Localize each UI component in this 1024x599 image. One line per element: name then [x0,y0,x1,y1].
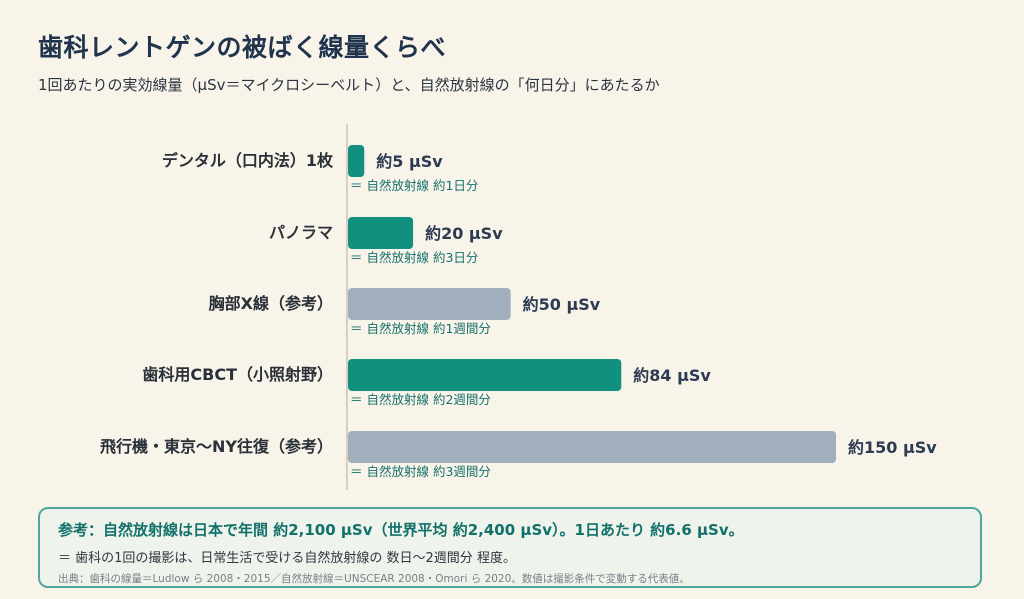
category-label: パノラマ [269,223,333,242]
value-label: 約20 µSv [425,224,503,243]
equivalence-note: ＝ 自然放射線 約2週間分 [350,392,491,407]
bar-4 [348,359,622,391]
category-label: デンタル（口内法）1枚 [162,151,334,170]
page-title: 歯科レントゲンの被ばく線量くらべ [38,33,447,62]
bar-3 [348,288,511,320]
category-label: 歯科用CBCT（小照射野） [142,365,333,384]
bar-5 [348,431,836,463]
value-label: 約50 µSv [523,295,601,314]
equivalence-note: ＝ 自然放射線 約3週間分 [350,464,491,479]
reference-callout: 参考：自然放射線は日本で年間 約2,100 µSv（世界平均 約2,400 µS… [38,507,982,588]
callout-main-text: 参考：自然放射線は日本で年間 約2,100 µSv（世界平均 約2,400 µS… [58,521,744,539]
equivalence-note: ＝ 自然放射線 約1日分 [350,178,478,193]
bar-1 [348,145,365,177]
equivalence-note: ＝ 自然放射線 約1週間分 [350,321,491,336]
value-label: 約5 µSv [376,152,443,171]
value-label: 約84 µSv [633,366,711,385]
equivalence-note: ＝ 自然放射線 約3日分 [350,250,478,265]
category-label: 飛行機・東京〜NY往復（参考） [99,437,333,456]
callout-source-text: 出典：歯科の線量＝Ludlow ら 2008・2015／自然放射線＝UNSCEA… [58,573,690,585]
value-label: 約150 µSv [848,438,937,457]
category-label: 胸部X線（参考） [209,294,333,313]
page-subtitle: 1回あたりの実効線量（µSv＝マイクロシーベルト）と、自然放射線の「何日分」にあ… [38,76,660,94]
bar-2 [348,217,414,249]
callout-sub-text: ＝ 歯科の1回の撮影は、日常生活で受ける自然放射線の 数日〜2週間分 程度。 [58,551,516,566]
